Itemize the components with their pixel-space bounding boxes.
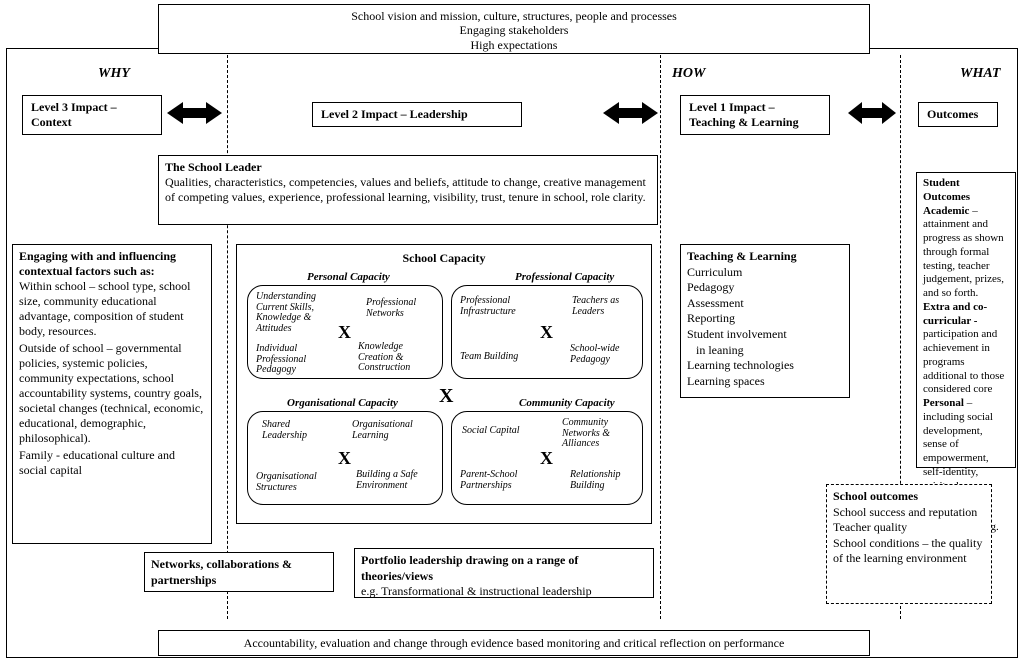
level1-label: Level 1 Impact – Teaching & Learning xyxy=(689,100,799,129)
community-quad: Social Capital Community Networks & Alli… xyxy=(451,411,643,505)
heading-how: HOW xyxy=(672,66,705,82)
professional-i0: Professional Infrastructure xyxy=(460,296,540,317)
arrow-1 xyxy=(167,100,222,126)
heading-what: WHAT xyxy=(960,66,1000,82)
heading-why: WHY xyxy=(98,66,130,82)
community-title: Community Capacity xyxy=(519,397,615,409)
top-line-1: School vision and mission, culture, stru… xyxy=(165,9,863,23)
context-title: Engaging with and influencing contextual… xyxy=(19,249,205,279)
student-outcomes-title: Student Outcomes xyxy=(923,177,1009,205)
teaching-i4: Student involvement in leaning xyxy=(687,327,843,358)
professional-x: X xyxy=(540,322,553,343)
organisational-i1: Organisational Learning xyxy=(352,420,436,441)
level3-label: Level 3 Impact – Context xyxy=(31,100,117,129)
teaching-i6: Learning spaces xyxy=(687,374,843,390)
professional-i2: Team Building xyxy=(460,352,540,363)
school-leader-body: Qualities, characteristics, competencies… xyxy=(165,175,651,205)
context-box: Engaging with and influencing contextual… xyxy=(12,244,212,544)
professional-title: Professional Capacity xyxy=(515,271,614,283)
arrow-2 xyxy=(603,100,658,126)
teaching-i5: Learning technologies xyxy=(687,358,843,374)
professional-i1: Teachers as Leaders xyxy=(572,296,638,317)
organisational-i2: Organisational Structures xyxy=(256,472,340,493)
teaching-box: Teaching & Learning Curriculum Pedagogy … xyxy=(680,244,850,398)
top-line-2: Engaging stakeholders xyxy=(165,23,863,37)
organisational-title: Organisational Capacity xyxy=(287,397,398,409)
personal-title: Personal Capacity xyxy=(307,271,390,283)
bottom-text: Accountability, evaluation and change th… xyxy=(244,636,785,650)
top-line-3: High expectations xyxy=(165,38,863,52)
personal-i0: Understanding Current Skills, Knowledge … xyxy=(256,292,342,334)
professional-quad: Professional Infrastructure Teachers as … xyxy=(451,285,643,379)
personal-x: X xyxy=(338,322,351,343)
divider-2 xyxy=(660,55,661,619)
bottom-box: Accountability, evaluation and change th… xyxy=(158,630,870,656)
outcomes-label: Outcomes xyxy=(927,107,978,121)
professional-i3: School-wide Pedagogy xyxy=(570,344,640,365)
community-i2: Parent-School Partnerships xyxy=(460,470,544,491)
organisational-i0: Shared Leadership xyxy=(262,420,332,441)
teaching-i3: Reporting xyxy=(687,311,843,327)
organisational-i3: Building a Safe Environment xyxy=(356,470,438,491)
community-x: X xyxy=(540,448,553,469)
organisational-quad: Shared Leadership Organisational Learnin… xyxy=(247,411,443,505)
outcomes-box: Outcomes xyxy=(918,102,998,127)
portfolio-box: Portfolio leadership drawing on a range … xyxy=(354,548,654,598)
networks-box: Networks, collaborations & partnerships xyxy=(144,552,334,592)
arrow-3 xyxy=(848,100,896,126)
personal-quad: Understanding Current Skills, Knowledge … xyxy=(247,285,443,379)
context-p3: Family - educational culture and social … xyxy=(19,448,205,478)
level2-box: Level 2 Impact – Leadership xyxy=(312,102,522,127)
level1-box: Level 1 Impact – Teaching & Learning xyxy=(680,95,830,135)
context-p1: Within school – school type, school size… xyxy=(19,279,205,339)
student-outcomes-extra: Extra and co-curricular - participation … xyxy=(923,301,1009,397)
level3-box: Level 3 Impact – Context xyxy=(22,95,162,135)
capacity-box: School Capacity Personal Capacity Unders… xyxy=(236,244,652,524)
center-x: X xyxy=(439,385,453,408)
school-outcomes-box: School outcomes School success and reput… xyxy=(826,484,992,604)
organisational-x: X xyxy=(338,448,351,469)
student-outcomes-academic: Academic – attainment and progress as sh… xyxy=(923,205,1009,301)
teaching-title: Teaching & Learning xyxy=(687,249,843,265)
level2-label: Level 2 Impact – Leadership xyxy=(321,107,468,121)
school-outcomes-title: School outcomes xyxy=(833,489,985,505)
school-outcomes-body: School success and reputation Teacher qu… xyxy=(833,505,985,567)
personal-i3: Knowledge Creation & Construction xyxy=(358,342,438,374)
community-i1: Community Networks & Alliances xyxy=(562,418,640,450)
capacity-title: School Capacity xyxy=(243,251,645,266)
student-outcomes-box: Student Outcomes Academic – attainment a… xyxy=(916,172,1016,468)
portfolio-body: e.g. Transformational & instructional le… xyxy=(361,584,647,600)
school-leader-title: The School Leader xyxy=(165,160,651,175)
teaching-i1: Pedagogy xyxy=(687,280,843,296)
portfolio-title: Portfolio leadership drawing on a range … xyxy=(361,553,647,584)
top-box: School vision and mission, culture, stru… xyxy=(158,4,870,54)
school-leader-box: The School Leader Qualities, characteris… xyxy=(158,155,658,225)
personal-i2: Individual Professional Pedagogy xyxy=(256,344,336,376)
personal-i1: Professional Networks xyxy=(366,298,436,319)
divider-1 xyxy=(227,55,228,619)
community-i3: Relationship Building xyxy=(570,470,640,491)
context-p2: Outside of school – governmental policie… xyxy=(19,341,205,446)
community-i0: Social Capital xyxy=(462,426,532,437)
networks-text: Networks, collaborations & partnerships xyxy=(151,557,292,587)
teaching-i2: Assessment xyxy=(687,296,843,312)
teaching-i0: Curriculum xyxy=(687,265,843,281)
